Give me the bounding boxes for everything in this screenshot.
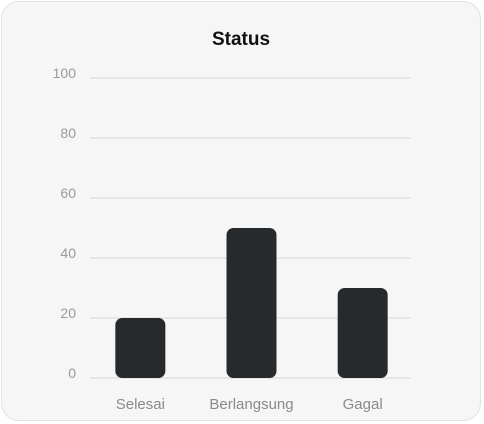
y-tick-label: 0 xyxy=(68,365,76,381)
x-category-label: Berlangsung xyxy=(209,396,293,413)
y-tick-label: 100 xyxy=(53,65,77,81)
chart-title: Status xyxy=(211,29,271,50)
bar-berlangsung[interactable] xyxy=(226,228,277,378)
y-tick-label: 60 xyxy=(60,185,76,201)
bar-gagal[interactable] xyxy=(337,288,388,378)
y-tick-label: 80 xyxy=(60,125,76,141)
y-tick-label: 20 xyxy=(60,305,76,321)
x-category-label: Gagal xyxy=(343,396,383,413)
x-category-label: Selesai xyxy=(116,396,165,413)
bar-selesai[interactable] xyxy=(115,318,166,378)
y-tick-label: 40 xyxy=(60,245,76,261)
